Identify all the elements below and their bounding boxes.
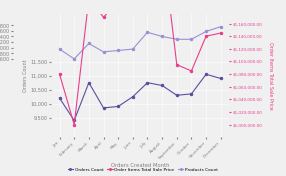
Order Items Total Sale Price — [116, 0, 120, 2]
Products Count — [58, 48, 61, 50]
Orders Count — [102, 107, 105, 109]
Orders Count — [190, 93, 193, 95]
Legend: Orders Count, Order Items Total Sale Price, Products Count: Orders Count, Order Items Total Sale Pri… — [66, 166, 220, 174]
Order Items Total Sale Price — [72, 124, 76, 126]
Products Count — [116, 49, 120, 52]
Products Count — [72, 58, 76, 60]
Order Items Total Sale Price — [219, 32, 223, 34]
Y-axis label: Order Items Total Sale Price: Order Items Total Sale Price — [268, 42, 273, 109]
Products Count — [146, 31, 149, 33]
Order Items Total Sale Price — [175, 64, 178, 66]
Line: Orders Count: Orders Count — [59, 73, 222, 121]
Orders Count — [146, 82, 149, 84]
Order Items Total Sale Price — [190, 70, 193, 72]
Products Count — [190, 38, 193, 40]
Products Count — [102, 51, 105, 53]
Orders Count — [175, 94, 178, 96]
Orders Count — [131, 96, 134, 98]
Orders Count — [204, 73, 208, 75]
Orders Count — [87, 82, 91, 84]
Products Count — [160, 35, 164, 37]
Y-axis label: Orders Count: Orders Count — [23, 59, 28, 92]
Line: Products Count: Products Count — [59, 26, 222, 60]
Orders Count — [72, 120, 76, 122]
Products Count — [175, 38, 178, 40]
Orders Count — [160, 84, 164, 87]
Orders Count — [58, 97, 61, 99]
Order Items Total Sale Price — [102, 16, 105, 18]
Line: Order Items Total Sale Price: Order Items Total Sale Price — [59, 0, 222, 126]
Order Items Total Sale Price — [58, 73, 61, 75]
Products Count — [131, 48, 134, 50]
Products Count — [204, 30, 208, 33]
Orders Count — [219, 77, 223, 80]
Products Count — [219, 26, 223, 28]
X-axis label: Orders Created Month: Orders Created Month — [111, 162, 169, 168]
Orders Count — [116, 105, 120, 108]
Products Count — [87, 42, 91, 45]
Order Items Total Sale Price — [204, 35, 208, 37]
